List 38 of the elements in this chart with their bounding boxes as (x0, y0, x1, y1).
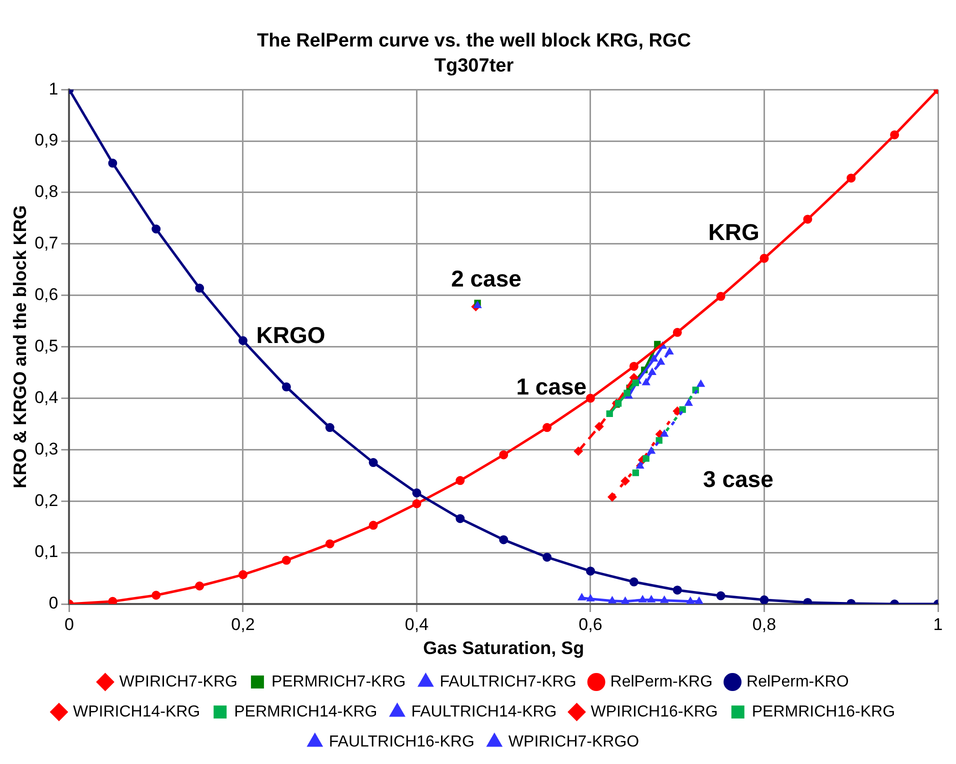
x-tick-label: 0 (64, 614, 74, 634)
y-tick-label: 0,9 (34, 130, 58, 150)
legend-label: PERMRICH16-KRG (752, 703, 896, 720)
y-tick-label: 0,3 (34, 439, 58, 458)
x-axis-title: Gas Saturation, Sg (423, 638, 584, 658)
annotation: KRG (708, 218, 760, 245)
x-tick-label: 0,6 (578, 614, 602, 634)
chart-title: The RelPerm curve vs. the well block KRG, RGC (257, 30, 692, 52)
y-tick-label: 0,2 (34, 490, 58, 510)
annotation: 2 case (451, 265, 522, 292)
y-tick-label: 0,7 (34, 234, 58, 253)
y-tick-label: 0,1 (34, 542, 58, 562)
y-tick-label: 0,6 (34, 285, 58, 304)
y-axis-title: KRO & KRGO and the block KRG (10, 205, 30, 488)
legend-label: RelPerm-KRG (610, 673, 713, 690)
y-tick-label: 0,5 (34, 336, 58, 356)
annotation: KRGO (256, 322, 326, 348)
legend-label: FAULTRICH14-KRG (411, 703, 557, 720)
chart-subtitle: Tg307ter (434, 55, 514, 76)
legend-label: FAULTRICH16-KRG (328, 733, 474, 750)
y-tick-label: 0,4 (34, 388, 58, 407)
legend-label: RelPerm-KRO (746, 673, 849, 690)
legend-label: PERMRICH14-KRG (234, 703, 378, 720)
legend-label: WPIRICH16-KRG (590, 703, 718, 720)
y-tick-label: 1 (48, 79, 58, 98)
x-tick-label: 0,2 (231, 614, 255, 634)
x-tick-label: 0,8 (752, 614, 776, 634)
annotation: 3 case (703, 466, 774, 492)
legend-label: WPIRICH14-KRG (72, 703, 200, 720)
y-tick-label: 0 (48, 594, 58, 613)
legend-label: WPIRICH7-KRG (119, 673, 238, 690)
legend-label: FAULTRICH7-KRG (440, 673, 576, 690)
annotation: 1 case (516, 373, 587, 400)
legend-label: WPIRICH7-KRGO (508, 733, 640, 750)
x-tick-label: 1 (933, 614, 943, 634)
x-tick-label: 0,4 (404, 614, 429, 634)
legend-label: PERMRICH7-KRG (271, 673, 406, 690)
y-tick-label: 0,8 (34, 182, 58, 202)
